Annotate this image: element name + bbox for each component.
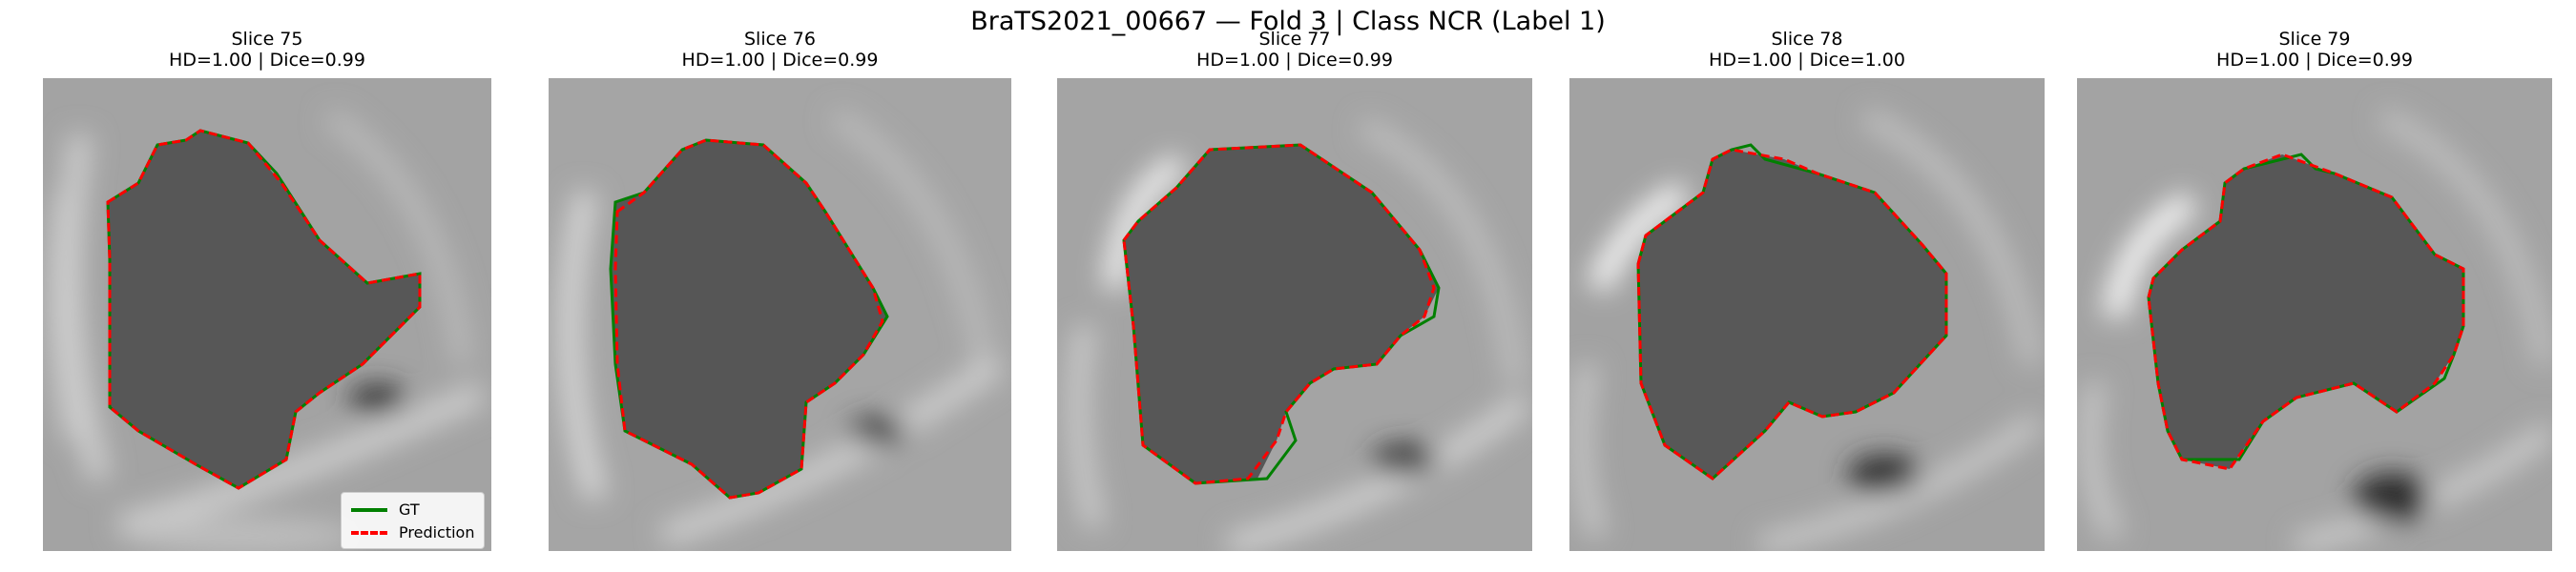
- slice-label: Slice 79: [2278, 29, 2351, 50]
- legend-item-gt: GT: [351, 499, 474, 521]
- metrics-label: HD=1.00 | Dice=0.99: [169, 50, 365, 71]
- panel-title: Slice 76 HD=1.00 | Dice=0.99: [549, 29, 1011, 71]
- panel-title: Slice 75 HD=1.00 | Dice=0.99: [43, 29, 491, 71]
- tumor-region: [611, 140, 887, 498]
- tumor-region: [2149, 154, 2463, 469]
- figure-title: BraTS2021_00667 — Fold 3 | Class NCR (La…: [970, 7, 1606, 36]
- slice-label: Slice 77: [1258, 29, 1331, 50]
- slice-label: Slice 75: [231, 29, 303, 50]
- slice-panel-75: Slice 75 HD=1.00 | Dice=0.99 GT Predicti…: [43, 0, 491, 572]
- prediction-line-swatch: [351, 531, 387, 535]
- metrics-label: HD=1.00 | Dice=1.00: [1709, 50, 1905, 71]
- mri-slice-image: [549, 78, 1011, 551]
- slice-label: Slice 76: [744, 29, 816, 50]
- legend-label-gt: GT: [399, 500, 420, 519]
- metrics-label: HD=1.00 | Dice=0.99: [681, 50, 879, 71]
- prediction-contour: [1636, 148, 1948, 480]
- mri-slice-image: [1057, 78, 1532, 551]
- prediction-contour: [106, 129, 422, 490]
- legend: GT Prediction: [341, 492, 486, 549]
- legend-label-prediction: Prediction: [399, 523, 475, 541]
- slice-panel-78: Slice 78 HD=1.00 | Dice=1.00: [1569, 0, 2045, 572]
- mri-slice-image: [1569, 78, 2045, 551]
- tumor-region: [1124, 145, 1439, 483]
- prediction-contour: [1122, 143, 1436, 485]
- legend-item-prediction: Prediction: [351, 521, 474, 544]
- slice-panel-77: Slice 77 HD=1.00 | Dice=0.99: [1057, 0, 1532, 572]
- panel-title: Slice 77 HD=1.00 | Dice=0.99: [1057, 29, 1532, 71]
- mri-slice-image: [2077, 78, 2552, 551]
- metrics-label: HD=1.00 | Dice=0.99: [2216, 50, 2413, 71]
- prediction-contour: [613, 138, 884, 500]
- tumor-region: [1638, 150, 1946, 479]
- slice-panel-76: Slice 76 HD=1.00 | Dice=0.99: [549, 0, 1011, 572]
- panel-title: Slice 78 HD=1.00 | Dice=1.00: [1569, 29, 2045, 71]
- slice-panel-79: Slice 79 HD=1.00 | Dice=0.99: [2077, 0, 2552, 572]
- panel-title: Slice 79 HD=1.00 | Dice=0.99: [2077, 29, 2552, 71]
- mri-slice-image: [43, 78, 491, 551]
- gt-line-swatch: [351, 508, 387, 512]
- metrics-label: HD=1.00 | Dice=0.99: [1196, 50, 1393, 71]
- tumor-region: [108, 131, 420, 488]
- slice-label: Slice 78: [1771, 29, 1843, 50]
